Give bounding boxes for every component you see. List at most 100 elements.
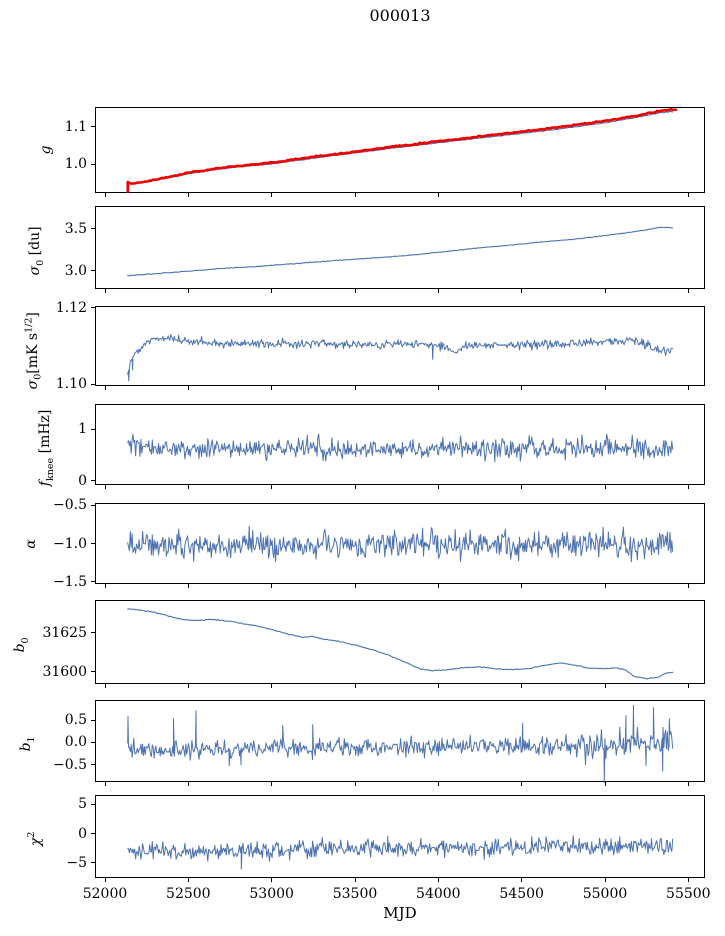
x-tick: [187, 878, 189, 882]
x-tick: [354, 193, 356, 197]
data-line-f-knee: [127, 433, 674, 463]
y-tick: [91, 543, 95, 544]
x-tick: [104, 193, 106, 197]
x-tick: [354, 386, 356, 390]
x-tick: [354, 684, 356, 688]
y-tick: [91, 764, 95, 766]
y-tick: [91, 719, 95, 721]
series-canvas-f-knee: [127, 433, 674, 463]
data-line-sigma0-mks: [127, 334, 674, 382]
series-canvas-b0: [127, 608, 674, 680]
subplot-b1: [95, 700, 705, 783]
subplot-b0: [95, 600, 705, 684]
y-tick-label: 1: [78, 421, 87, 438]
series-canvas-sigma0-du: [127, 226, 674, 277]
series-canvas-alpha: [127, 525, 674, 563]
y-tick: [91, 270, 95, 272]
x-tick: [187, 386, 189, 390]
data-line-chi2: [127, 835, 674, 870]
x-tick: [187, 193, 189, 197]
x-tick: [521, 584, 523, 588]
y-tick-label: 5: [78, 796, 87, 813]
y-tick: [91, 671, 95, 673]
series-canvas-chi2: [127, 835, 674, 870]
y-tick-label: 1.1: [64, 118, 87, 135]
x-tick: [271, 878, 273, 882]
x-tick: [104, 782, 106, 786]
x-tick: [687, 289, 689, 293]
x-tick: [521, 878, 523, 882]
x-tick: [604, 684, 606, 688]
x-tick: [104, 584, 106, 588]
x-tick: [437, 289, 439, 293]
y-tick-label: 3.0: [64, 262, 87, 279]
y-tick: [91, 862, 95, 864]
x-tick: [104, 386, 106, 390]
x-tick-label: 52000: [82, 886, 128, 902]
x-tick: [104, 878, 106, 882]
y-tick: [91, 581, 95, 583]
data-line-b1: [127, 705, 674, 783]
x-tick: [354, 878, 356, 882]
x-tick: [521, 289, 523, 293]
x-tick: [521, 684, 523, 688]
y-tick: [91, 833, 95, 835]
data-line-g-raw: [126, 108, 678, 193]
x-tick: [271, 584, 273, 588]
x-tick: [437, 386, 439, 390]
x-tick: [604, 386, 606, 390]
y-tick-label: −0.5: [53, 497, 87, 514]
x-tick: [104, 485, 106, 489]
y-tick-label: −0.5: [53, 756, 87, 773]
x-tick: [521, 193, 523, 197]
x-tick: [187, 782, 189, 786]
x-tick: [187, 485, 189, 489]
x-tick: [521, 782, 523, 786]
x-tick: [437, 485, 439, 489]
y-tick: [91, 307, 95, 309]
x-tick: [604, 485, 606, 489]
subplot-alpha: [95, 503, 705, 584]
y-tick: [91, 383, 95, 385]
subplot-f-knee: [95, 404, 705, 485]
x-tick: [604, 584, 606, 588]
y-tick-label: 31600: [42, 663, 87, 680]
x-tick: [604, 878, 606, 882]
x-tick: [271, 193, 273, 197]
x-tick: [187, 289, 189, 293]
y-tick-label: 3.5: [64, 220, 87, 237]
x-tick: [604, 289, 606, 293]
y-tick-label: −1.5: [53, 573, 87, 590]
series-canvas-b1: [127, 705, 674, 783]
y-tick-label: 0.0: [64, 734, 87, 751]
data-line-b0: [127, 608, 674, 680]
y-tick: [91, 126, 95, 128]
y-axis-label-chi2: χ2: [26, 831, 44, 846]
x-tick-label: 53500: [332, 886, 378, 902]
subplot-chi2: [95, 795, 705, 878]
y-tick-label: 0.5: [64, 712, 87, 729]
x-tick: [271, 289, 273, 293]
x-tick-label: 52500: [166, 886, 211, 902]
x-tick: [354, 584, 356, 588]
x-tick: [604, 193, 606, 197]
x-tick: [604, 782, 606, 786]
x-tick: [187, 584, 189, 588]
x-tick: [687, 193, 689, 197]
x-tick-label: 55500: [666, 886, 711, 902]
x-tick-label: 54500: [499, 886, 544, 902]
y-tick: [91, 480, 95, 482]
x-tick: [687, 684, 689, 688]
y-tick: [91, 632, 95, 634]
y-tick: [91, 504, 95, 506]
y-tick: [91, 428, 95, 430]
y-tick-label: −1.0: [53, 535, 87, 552]
subplot-g: [95, 107, 705, 193]
y-tick-label: 0: [78, 825, 87, 842]
x-tick: [521, 485, 523, 489]
y-tick-label: 1.12: [55, 299, 87, 316]
y-tick-label: 1.10: [55, 376, 87, 393]
figure-title: 000013: [369, 6, 431, 25]
x-tick-label: 53000: [249, 886, 294, 902]
